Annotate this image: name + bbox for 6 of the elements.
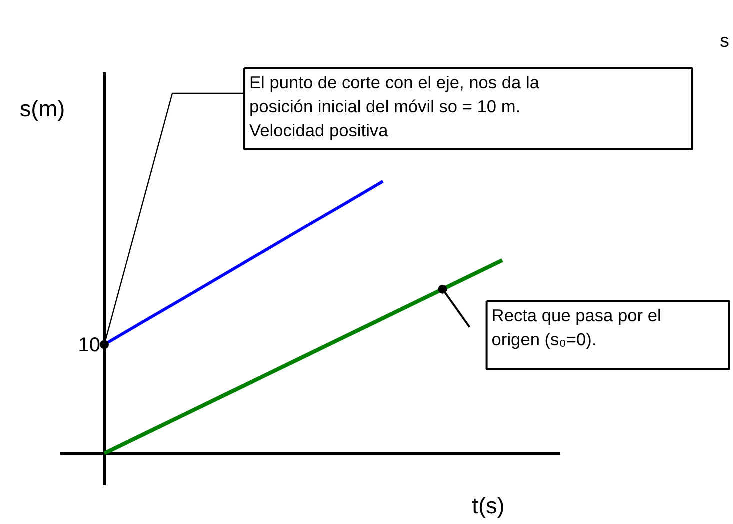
text: El punto de corte con el eje, nos da la posición inicial del móvil so = 10 m. Velocidad positiva [250, 72, 540, 140]
annotation: Recta que pasa por el origen (s₀=0). [492, 305, 662, 350]
y-axis-title: s(m) [20, 96, 66, 122]
x-axis-title: t(s) [472, 492, 505, 518]
annotation: 10 [78, 334, 101, 357]
text: s [720, 30, 730, 51]
